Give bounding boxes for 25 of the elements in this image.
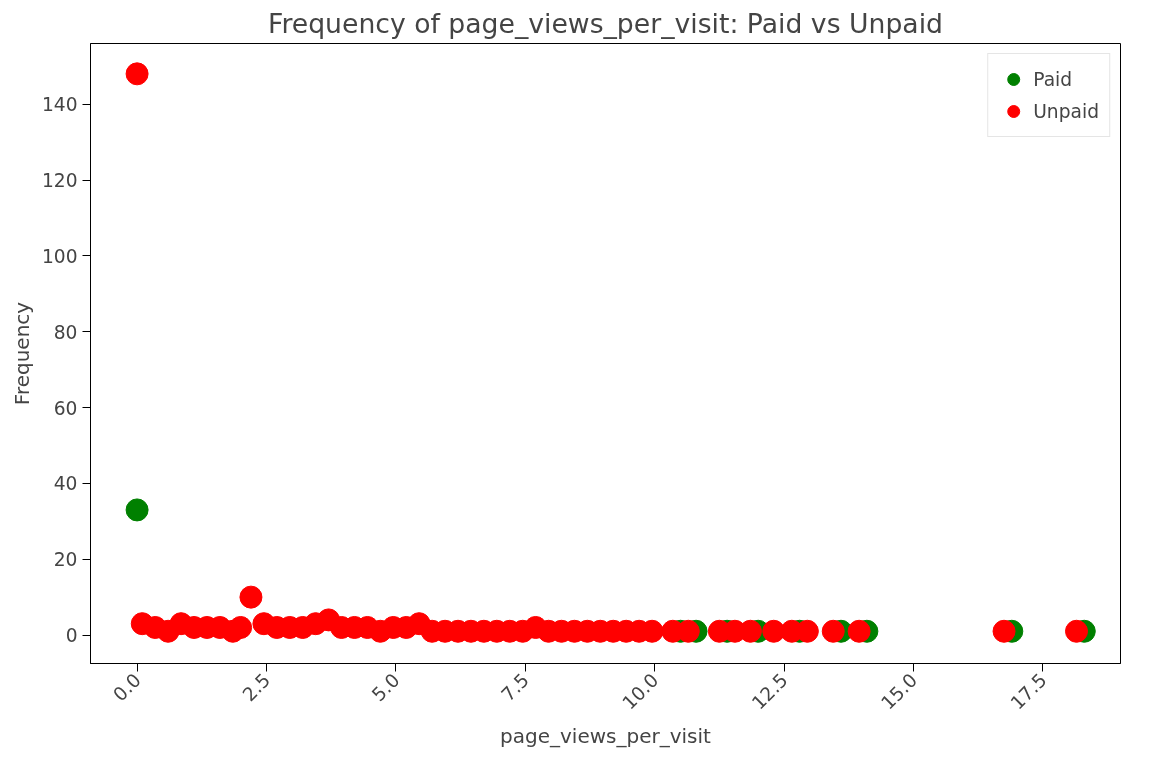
y-tick-label: 120 <box>41 170 78 192</box>
y-tick-label: 40 <box>53 473 78 495</box>
y-tick-label: 140 <box>41 94 78 116</box>
legend-label: Paid <box>1033 68 1073 90</box>
point <box>847 619 871 643</box>
legend-label: Unpaid <box>1033 100 1099 122</box>
point <box>992 619 1016 643</box>
x-tick-label: 2.5 <box>238 669 275 706</box>
y-axis-title: Frequency <box>9 301 34 406</box>
point <box>125 498 149 522</box>
y-tick-label: 60 <box>53 397 78 419</box>
point <box>125 62 149 86</box>
x-axis-title: page_views_per_visit <box>500 723 712 748</box>
point <box>239 585 263 609</box>
x-tick-label: 5.0 <box>367 669 404 706</box>
point <box>229 616 253 639</box>
y-tick-label: 20 <box>53 549 78 571</box>
point <box>821 619 845 643</box>
x-tick-label: 7.5 <box>497 669 534 706</box>
point <box>1065 619 1089 643</box>
y-tick-label: 0 <box>65 625 78 647</box>
chart-title: Frequency of page_views_per_visit: Paid vs Unpaid <box>268 7 943 39</box>
x-tick-label: 0.0 <box>109 669 145 706</box>
y-tick-label: 100 <box>41 245 78 267</box>
y-tick-label: 80 <box>53 321 78 343</box>
